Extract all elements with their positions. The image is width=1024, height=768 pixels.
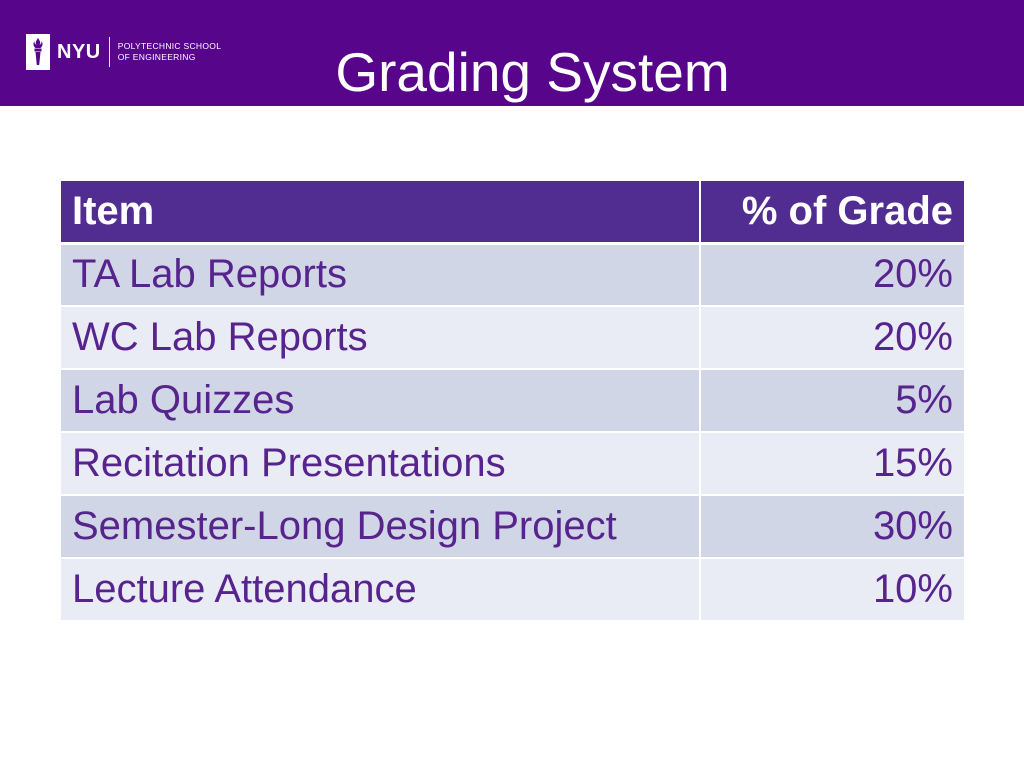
percent-cell: 20% [699,305,966,370]
table-row: Recitation Presentations 15% [59,431,966,496]
column-header-percent: % of Grade [699,179,966,245]
item-cell: WC Lab Reports [59,305,701,370]
nyu-wordmark: NYU [57,41,101,63]
percent-cell: 10% [699,557,966,622]
school-name: POLYTECHNIC SCHOOL OF ENGINEERING [118,41,221,63]
table-row: Lecture Attendance 10% [59,557,966,622]
item-cell: Lecture Attendance [59,557,701,622]
percent-cell: 5% [699,368,966,433]
table-row: Semester-Long Design Project 30% [59,494,966,559]
torch-icon [26,34,50,70]
nyu-logo: NYU POLYTECHNIC SCHOOL OF ENGINEERING [26,34,221,70]
column-header-item: Item [59,179,701,245]
header-bar: NYU POLYTECHNIC SCHOOL OF ENGINEERING Gr… [0,0,1024,106]
table-row: Lab Quizzes 5% [59,368,966,433]
item-cell: Semester-Long Design Project [59,494,701,559]
percent-cell: 30% [699,494,966,559]
school-line-1: POLYTECHNIC SCHOOL [117,41,222,51]
percent-cell: 15% [699,431,966,496]
logo-divider [108,37,110,67]
table-header-row: Item % of Grade [59,179,966,245]
item-cell: Recitation Presentations [59,431,701,496]
item-cell: TA Lab Reports [59,242,701,307]
slide-title: Grading System [335,41,730,103]
grading-table: Item % of Grade TA Lab Reports 20% WC La… [59,179,966,622]
school-line-2: OF ENGINEERING [117,52,196,62]
item-cell: Lab Quizzes [59,368,701,433]
table-row: WC Lab Reports 20% [59,305,966,370]
table-row: TA Lab Reports 20% [59,242,966,307]
percent-cell: 20% [699,242,966,307]
